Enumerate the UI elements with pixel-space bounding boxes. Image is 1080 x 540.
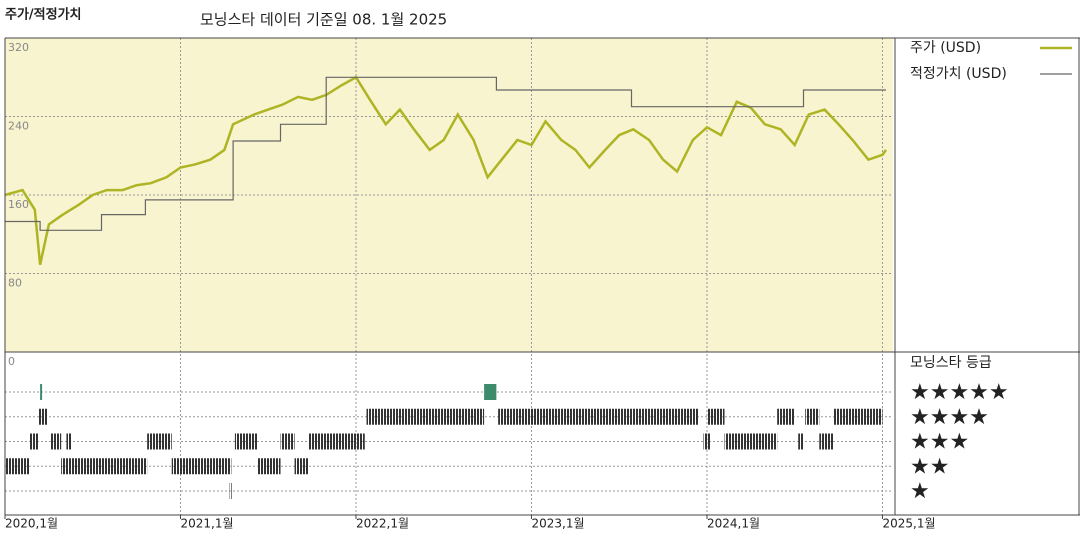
rating-bar: [805, 408, 820, 425]
rating-bar: [147, 433, 172, 450]
rating-bar: [66, 433, 72, 450]
rating-bar: [484, 384, 497, 400]
rating-bar: [703, 433, 711, 450]
x-tick-label: 2023,1월: [531, 517, 584, 531]
rating-level-label: ★★★★: [910, 405, 989, 430]
rating-bar: [294, 458, 309, 475]
rating-bar: [171, 458, 232, 475]
series-line: [5, 76, 886, 231]
legend-label: 주가 (USD): [910, 40, 981, 56]
legend-label: 적정가치 (USD): [910, 66, 1007, 82]
rating-title: 모닝스타 등급: [910, 355, 992, 371]
rating-bar: [280, 433, 295, 450]
x-tick-label: 2025,1월: [882, 517, 935, 531]
rating-bar: [5, 458, 30, 475]
chart-title: 주가/적정가치: [5, 7, 82, 23]
rating-bar: [819, 433, 834, 450]
rating-bar: [366, 408, 485, 425]
y-tick-label: 160: [8, 198, 29, 211]
rating-bar: [833, 408, 883, 425]
y-tick-label: 240: [8, 120, 29, 133]
x-tick-label: 2024,1월: [707, 517, 760, 531]
y-tick-label: 0: [8, 355, 15, 368]
rating-bar: [229, 483, 232, 499]
chart-subtitle: 모닝스타 데이터 기준일 08. 1월 2025: [200, 11, 447, 29]
rating-bar: [234, 433, 258, 450]
series-line: [4, 75, 888, 265]
x-tick-label: 2022,1월: [356, 517, 409, 531]
rating-level-label: ★★★★★: [910, 380, 1009, 405]
rating-level-label: ★: [910, 479, 930, 504]
rating-bar: [777, 408, 795, 425]
rating-bar: [50, 433, 62, 450]
rating-bar: [498, 408, 699, 425]
rating-bar: [40, 384, 43, 400]
y-tick-label: 320: [8, 41, 29, 54]
x-tick-label: 2021,1월: [180, 517, 233, 531]
rating-level-label: ★★: [910, 454, 949, 479]
rating-bar: [29, 433, 39, 450]
rating-level-label: ★★★: [910, 430, 969, 455]
y-tick-label: 80: [8, 277, 22, 290]
rating-bar: [706, 408, 725, 425]
rating-bar: [61, 458, 148, 475]
rating-bar: [308, 433, 365, 450]
rating-bar: [798, 433, 804, 450]
x-tick-label: 2020,1월: [5, 517, 58, 531]
rating-bar: [724, 433, 778, 450]
rating-bar: [38, 408, 48, 425]
rating-bar: [257, 458, 281, 475]
